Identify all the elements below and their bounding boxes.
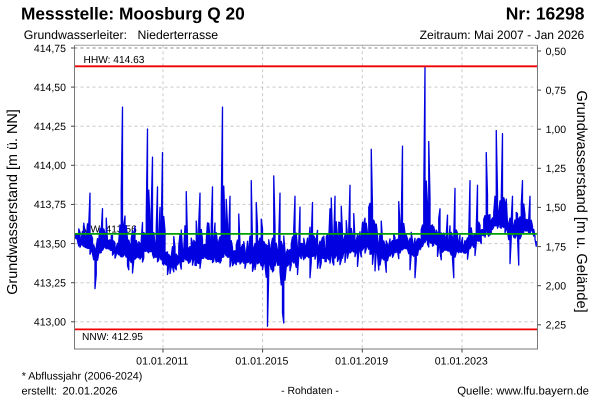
svg-text:Grundwasserstand [m ü. NN]: Grundwasserstand [m ü. NN] (5, 109, 21, 295)
svg-text:Grundwasserstand [m u. Gelände: Grundwasserstand [m u. Gelände] (573, 90, 589, 312)
svg-text:413,00: 413,00 (34, 317, 66, 329)
svg-text:MW: 413.56: MW: 413.56 (82, 225, 137, 236)
svg-text:HHW: 414.63: HHW: 414.63 (84, 55, 145, 66)
svg-text:Zeitraum: Mai 2007 - Jan 2026: Zeitraum: Mai 2007 - Jan 2026 (420, 28, 585, 42)
svg-text:01.01.2011: 01.01.2011 (136, 356, 188, 368)
svg-text:0,75: 0,75 (546, 85, 567, 97)
svg-text:* Abflussjahr (2006-2024): * Abflussjahr (2006-2024) (22, 370, 143, 382)
svg-text:- Rohdaten -: - Rohdaten - (281, 386, 339, 397)
svg-text:Nr: 16298: Nr: 16298 (506, 3, 585, 23)
svg-text:1,75: 1,75 (546, 241, 567, 253)
svg-text:1,50: 1,50 (546, 202, 567, 214)
svg-text:414,00: 414,00 (34, 160, 66, 172)
svg-text:414,75: 414,75 (34, 43, 66, 55)
svg-text:0,50: 0,50 (546, 46, 567, 58)
svg-text:413,75: 413,75 (34, 199, 66, 211)
svg-text:Quelle: www.lfu.bayern.de: Quelle: www.lfu.bayern.de (457, 386, 589, 398)
svg-text:2,00: 2,00 (546, 281, 567, 293)
svg-text:Messstelle: Moosburg Q 20: Messstelle: Moosburg Q 20 (21, 3, 245, 23)
svg-text:413,25: 413,25 (34, 278, 66, 290)
svg-text:01.01.2019: 01.01.2019 (335, 356, 388, 368)
svg-text:Grundwasserleiter:: Grundwasserleiter: (24, 28, 127, 42)
svg-text:erstellt:: erstellt: (22, 386, 57, 398)
svg-text:2,25: 2,25 (546, 320, 567, 332)
svg-text:1,00: 1,00 (546, 124, 567, 136)
svg-text:Niederterrasse: Niederterrasse (138, 28, 219, 42)
svg-text:01.01.2015: 01.01.2015 (235, 356, 288, 368)
svg-text:414,50: 414,50 (34, 82, 66, 94)
svg-text:1,25: 1,25 (546, 163, 567, 175)
svg-text:413,50: 413,50 (34, 238, 66, 250)
svg-text:NNW: 412.95: NNW: 412.95 (82, 332, 143, 343)
svg-text:01.01.2023: 01.01.2023 (435, 356, 488, 368)
svg-text:414,25: 414,25 (34, 121, 66, 133)
svg-text:20.01.2026: 20.01.2026 (63, 386, 118, 398)
